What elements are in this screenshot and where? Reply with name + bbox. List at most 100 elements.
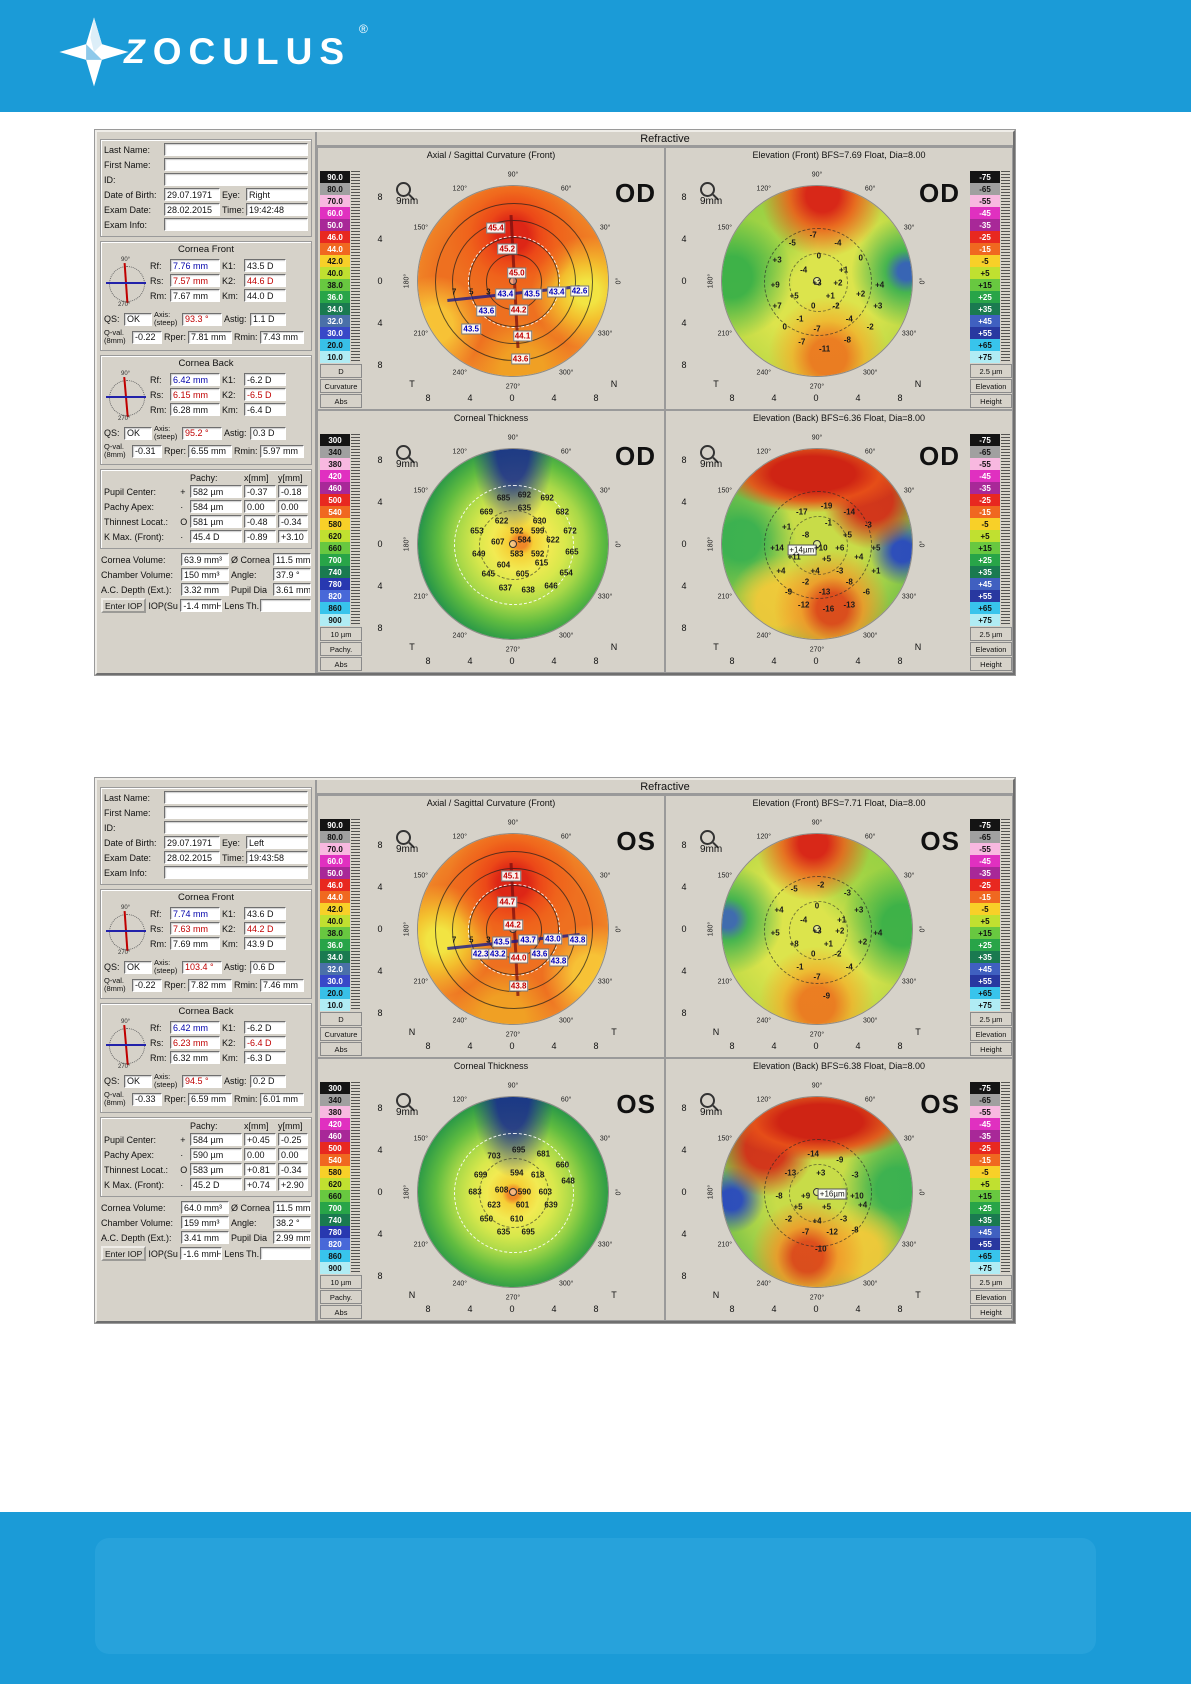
pachy-y-1-1[interactable]: 0.00 — [278, 1148, 308, 1161]
pachy-x-0-2[interactable]: -0.48 — [244, 515, 276, 528]
pachy-value-0-1[interactable]: 584 µm — [190, 500, 242, 513]
k1-value-0[interactable]: 43.5 D — [244, 259, 286, 272]
last-name-input-1[interactable] — [164, 791, 308, 804]
rper-value-0[interactable]: 7.81 mm — [188, 330, 232, 344]
astig-value-1[interactable]: 0.6 D — [250, 960, 286, 974]
rmin-value-1[interactable]: 6.01 mm — [260, 1092, 304, 1106]
pachy-y-0-0[interactable]: -0.18 — [278, 485, 308, 498]
astig-value-1[interactable]: 0.2 D — [250, 1074, 286, 1088]
pachy-y-1-3[interactable]: +2.90 — [278, 1178, 308, 1191]
rs-value-1[interactable]: 7.63 mm — [170, 922, 220, 935]
pachy-value-0-2[interactable]: 581 µm — [190, 515, 242, 528]
k2-value-0[interactable]: -6.5 D — [244, 388, 286, 401]
rper-value-1[interactable]: 6.59 mm — [188, 1092, 232, 1106]
eye-value-0[interactable]: Right — [246, 188, 308, 201]
cornea-volume-value-0[interactable]: 63.9 mm³ — [181, 553, 229, 566]
km-value-0[interactable]: 44.0 D — [244, 289, 286, 302]
d-cornea-value-0[interactable]: 11.5 mm — [273, 553, 311, 566]
qs-value-0[interactable]: OK — [124, 312, 152, 326]
angle-value-1[interactable]: 38.2 ° — [273, 1216, 311, 1229]
pachy-x-1-2[interactable]: +0.81 — [244, 1163, 276, 1176]
chamber-volume-value-1[interactable]: 159 mm³ — [181, 1216, 229, 1229]
magnifier-icon[interactable] — [700, 830, 715, 845]
lens-th-input-0[interactable] — [260, 599, 311, 612]
magnifier-icon[interactable] — [700, 445, 715, 460]
magnifier-icon[interactable] — [396, 1093, 411, 1108]
pupil-dia-value-0[interactable]: 3.61 mm — [273, 583, 311, 596]
dob-value-1[interactable]: 29.07.1971 — [164, 836, 220, 849]
pachy-y-0-1[interactable]: 0.00 — [278, 500, 308, 513]
axis-value-0[interactable]: 95.2 ° — [182, 426, 222, 440]
km-value-1[interactable]: -6.3 D — [244, 1051, 286, 1064]
rs-value-1[interactable]: 6.23 mm — [170, 1036, 220, 1049]
exam-date-value-0[interactable]: 28.02.2015 — [164, 203, 220, 216]
axis-value-0[interactable]: 93.3 ° — [182, 312, 222, 326]
qs-value-0[interactable]: OK — [124, 426, 152, 440]
first-name-input-1[interactable] — [164, 806, 308, 819]
km-value-0[interactable]: -6.4 D — [244, 403, 286, 416]
axis-value-1[interactable]: 103.4 ° — [182, 960, 222, 974]
magnifier-icon[interactable] — [396, 830, 411, 845]
rmin-value-0[interactable]: 7.43 mm — [260, 330, 304, 344]
qval-value-1[interactable]: -0.33 — [132, 1092, 162, 1106]
rper-value-0[interactable]: 6.55 mm — [188, 444, 232, 458]
exam-date-value-1[interactable]: 28.02.2015 — [164, 851, 220, 864]
angle-value-0[interactable]: 37.9 ° — [273, 568, 311, 581]
pachy-y-1-2[interactable]: -0.34 — [278, 1163, 308, 1176]
magnifier-icon[interactable] — [396, 445, 411, 460]
pachy-x-1-1[interactable]: 0.00 — [244, 1148, 276, 1161]
qs-value-1[interactable]: OK — [124, 1074, 152, 1088]
pachy-value-1-1[interactable]: 590 µm — [190, 1148, 242, 1161]
rf-value-0[interactable]: 7.76 mm — [170, 259, 220, 272]
k2-value-1[interactable]: 44.2 D — [244, 922, 286, 935]
exam-info-input-1[interactable] — [164, 866, 308, 879]
dob-value-0[interactable]: 29.07.1971 — [164, 188, 220, 201]
km-value-1[interactable]: 43.9 D — [244, 937, 286, 950]
qval-value-1[interactable]: -0.22 — [132, 978, 162, 992]
pachy-y-1-0[interactable]: -0.25 — [278, 1133, 308, 1146]
rm-value-1[interactable]: 7.69 mm — [170, 937, 220, 950]
ac-depth-value-0[interactable]: 3.32 mm — [181, 583, 229, 596]
rf-value-1[interactable]: 7.74 mm — [170, 907, 220, 920]
pachy-x-0-1[interactable]: 0.00 — [244, 500, 276, 513]
pachy-value-0-3[interactable]: 45.4 D — [190, 530, 242, 543]
chamber-volume-value-0[interactable]: 150 mm³ — [181, 568, 229, 581]
iop-value-1[interactable]: -1.6 mmH — [180, 1247, 223, 1260]
rs-value-0[interactable]: 7.57 mm — [170, 274, 220, 287]
pachy-y-0-3[interactable]: +3.10 — [278, 530, 308, 543]
rf-value-1[interactable]: 6.42 mm — [170, 1021, 220, 1034]
enter-iop-button[interactable]: Enter IOP — [101, 1246, 147, 1261]
k2-value-1[interactable]: -6.4 D — [244, 1036, 286, 1049]
pachy-value-1-0[interactable]: 584 µm — [190, 1133, 242, 1146]
d-cornea-value-1[interactable]: 11.5 mm — [273, 1201, 311, 1214]
rm-value-1[interactable]: 6.32 mm — [170, 1051, 220, 1064]
pachy-value-1-2[interactable]: 583 µm — [190, 1163, 242, 1176]
k1-value-1[interactable]: -6.2 D — [244, 1021, 286, 1034]
axis-value-1[interactable]: 94.5 ° — [182, 1074, 222, 1088]
enter-iop-button[interactable]: Enter IOP — [101, 598, 147, 613]
pachy-y-0-2[interactable]: -0.34 — [278, 515, 308, 528]
cornea-volume-value-1[interactable]: 64.0 mm³ — [181, 1201, 229, 1214]
rs-value-0[interactable]: 6.15 mm — [170, 388, 220, 401]
qs-value-1[interactable]: OK — [124, 960, 152, 974]
first-name-input-0[interactable] — [164, 158, 308, 171]
time-value-1[interactable]: 19:43:58 — [246, 851, 308, 864]
patient-id-input-1[interactable] — [164, 821, 308, 834]
pachy-value-1-3[interactable]: 45.2 D — [190, 1178, 242, 1191]
k1-value-0[interactable]: -6.2 D — [244, 373, 286, 386]
astig-value-0[interactable]: 0.3 D — [250, 426, 286, 440]
pachy-x-1-3[interactable]: +0.74 — [244, 1178, 276, 1191]
eye-value-1[interactable]: Left — [246, 836, 308, 849]
rm-value-0[interactable]: 7.67 mm — [170, 289, 220, 302]
pachy-x-0-3[interactable]: -0.89 — [244, 530, 276, 543]
k1-value-1[interactable]: 43.6 D — [244, 907, 286, 920]
patient-id-input-0[interactable] — [164, 173, 308, 186]
time-value-0[interactable]: 19:42:48 — [246, 203, 308, 216]
k2-value-0[interactable]: 44.6 D — [244, 274, 286, 287]
rf-value-0[interactable]: 6.42 mm — [170, 373, 220, 386]
astig-value-0[interactable]: 1.1 D — [250, 312, 286, 326]
pupil-dia-value-1[interactable]: 2.99 mm — [273, 1231, 311, 1244]
ac-depth-value-1[interactable]: 3.41 mm — [181, 1231, 229, 1244]
rmin-value-1[interactable]: 7.46 mm — [260, 978, 304, 992]
magnifier-icon[interactable] — [396, 182, 411, 197]
